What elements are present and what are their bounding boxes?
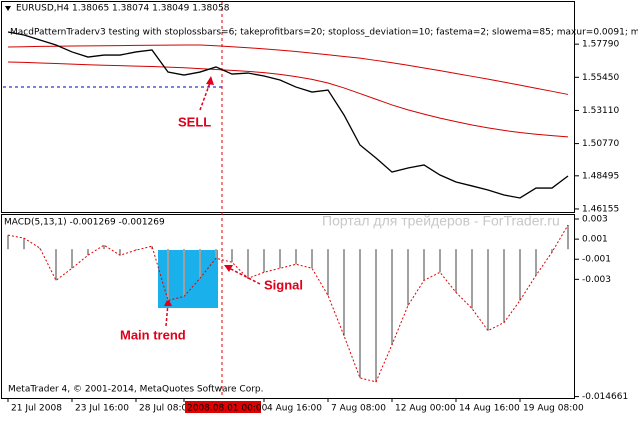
y-tick-label: -0.001 — [582, 255, 611, 265]
moving-average — [7, 44, 569, 95]
histogram-bar — [551, 249, 553, 253]
histogram-bar — [71, 249, 73, 269]
histogram-bar — [87, 249, 89, 256]
x-tick-label: 12 Aug 00:00 — [395, 404, 456, 414]
y-tick-label: 1.48495 — [582, 171, 619, 181]
symbol-icon — [5, 6, 11, 11]
histogram-bar — [311, 249, 313, 269]
x-tick-label: 4 Aug 16:00 — [267, 404, 322, 414]
y-tick-label: 1.57790 — [582, 40, 619, 50]
histogram-bar — [455, 249, 457, 293]
histogram-bar — [407, 249, 409, 306]
x-tick-label: 23 Jul 16:00 — [75, 404, 129, 414]
y-tick-label: 1.53110 — [582, 106, 619, 116]
arrow — [199, 79, 212, 111]
histogram-bar — [55, 249, 57, 281]
histogram-bar — [183, 249, 185, 297]
highlight — [185, 401, 261, 413]
histogram-bar — [519, 249, 521, 301]
histogram-bar — [167, 249, 169, 301]
y-tick-label: 0.001 — [582, 235, 608, 245]
histogram-bar — [263, 249, 265, 273]
indicator-title: MACD(5,13,1) -0.001269 -0.001269 — [4, 218, 165, 228]
histogram-bar — [503, 249, 505, 323]
price-panel — [1, 1, 575, 213]
histogram-bar — [135, 249, 137, 251]
y-tick-label: 1.50770 — [582, 139, 619, 149]
footer: MetaTrader 4, © 2001-2014, MetaQuotes So… — [8, 385, 264, 395]
histogram-bar — [279, 249, 281, 269]
arrow — [165, 302, 169, 327]
histogram-bar — [7, 235, 9, 250]
macd-panel — [1, 214, 575, 399]
histogram-bar — [391, 249, 393, 345]
histogram-bar — [471, 249, 473, 309]
histogram-bar — [375, 249, 377, 382]
x-tick-label: 21 Jul 2008 — [11, 404, 62, 414]
histogram-bar — [327, 249, 329, 296]
histogram-bar — [535, 249, 537, 276]
y-tick-label: 0.003 — [582, 215, 608, 225]
annotation: Signal — [264, 277, 303, 292]
annotation: Main trend — [120, 327, 186, 342]
histogram-bar — [231, 249, 233, 263]
annotation: SELL — [178, 114, 211, 129]
histogram-bar — [295, 249, 297, 265]
y-tick-label: -0.003 — [582, 275, 611, 285]
arrow-head — [164, 298, 172, 306]
x-tick-label: 28 Jul 08:00 — [139, 404, 193, 414]
histogram-bar — [215, 249, 217, 259]
histogram-bar — [103, 245, 105, 250]
histogram-bar — [39, 248, 41, 250]
histogram-bar — [359, 249, 361, 378]
arrow-head — [206, 76, 214, 85]
chart-title: EURUSD,H4 1.38065 1.38074 1.38049 1.3805… — [16, 4, 230, 14]
arrow-head — [224, 265, 233, 272]
histogram-bar — [567, 225, 569, 250]
y-tick-label: -0.014661 — [582, 392, 628, 402]
histogram-bar — [119, 249, 121, 256]
histogram-bar — [487, 249, 489, 331]
histogram-bar — [439, 249, 441, 273]
y-tick-label: 1.55450 — [582, 73, 619, 83]
x-tick-label: 19 Aug 08:00 — [523, 404, 584, 414]
price-line — [7, 31, 569, 199]
histogram-bar — [23, 238, 25, 250]
watermark: Портал для трейдеров - ForTrader.ru — [322, 213, 560, 229]
moving-average — [7, 61, 569, 138]
histogram-bar — [423, 249, 425, 281]
x-tick-label: 2008.08.01 00:00 — [187, 404, 268, 414]
arrow — [228, 267, 261, 285]
histogram-bar — [247, 249, 249, 279]
y-tick-label: 1.46155 — [582, 204, 619, 214]
histogram-bar — [199, 249, 201, 279]
x-tick-label: 7 Aug 08:00 — [331, 404, 386, 414]
chart-subtitle: MacdPatternTraderv3 testing with stoplos… — [10, 28, 638, 38]
x-tick-label: 14 Aug 16:00 — [459, 404, 520, 414]
histogram-bar — [343, 249, 345, 336]
